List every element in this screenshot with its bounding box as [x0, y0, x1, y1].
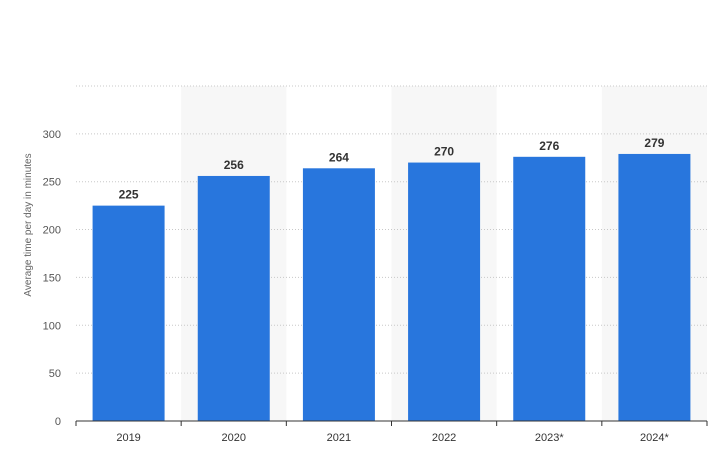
x-tick-label: 2020	[222, 432, 246, 444]
data-label: 225	[119, 188, 139, 202]
data-label: 256	[224, 158, 244, 172]
bar	[197, 175, 270, 421]
x-tick-label: 2022	[432, 432, 456, 444]
data-label: 264	[329, 150, 349, 164]
y-tick-label: 100	[43, 320, 61, 332]
bar	[302, 168, 375, 421]
y-axis-title: Average time per day in minutes	[23, 153, 34, 296]
y-tick-label: 300	[43, 129, 61, 141]
gridlines	[76, 85, 707, 374]
y-tick-label: 50	[49, 368, 61, 380]
x-tick-label: 2021	[327, 432, 351, 444]
bar	[408, 162, 481, 421]
x-axis-ticks: 2019 2020 2021 2022 2023* 2024*	[75, 421, 708, 444]
y-tick-label: 0	[55, 416, 61, 428]
bar	[513, 156, 586, 421]
y-tick-label: 150	[43, 272, 61, 284]
y-tick-label: 200	[43, 225, 61, 237]
y-tick-label: 250	[43, 177, 61, 189]
data-labels: 225 256 264 270 276 279	[119, 136, 665, 202]
bar	[618, 153, 691, 421]
data-label: 270	[434, 145, 454, 159]
bar	[92, 205, 165, 421]
y-axis-ticks: 0 50 100 150 200 250 300	[43, 129, 61, 428]
data-label: 279	[644, 136, 664, 150]
bars	[92, 153, 691, 421]
data-label: 276	[539, 139, 559, 153]
x-tick-label: 2023*	[535, 432, 564, 444]
x-tick-label: 2019	[116, 432, 140, 444]
x-tick-label: 2024*	[640, 432, 669, 444]
